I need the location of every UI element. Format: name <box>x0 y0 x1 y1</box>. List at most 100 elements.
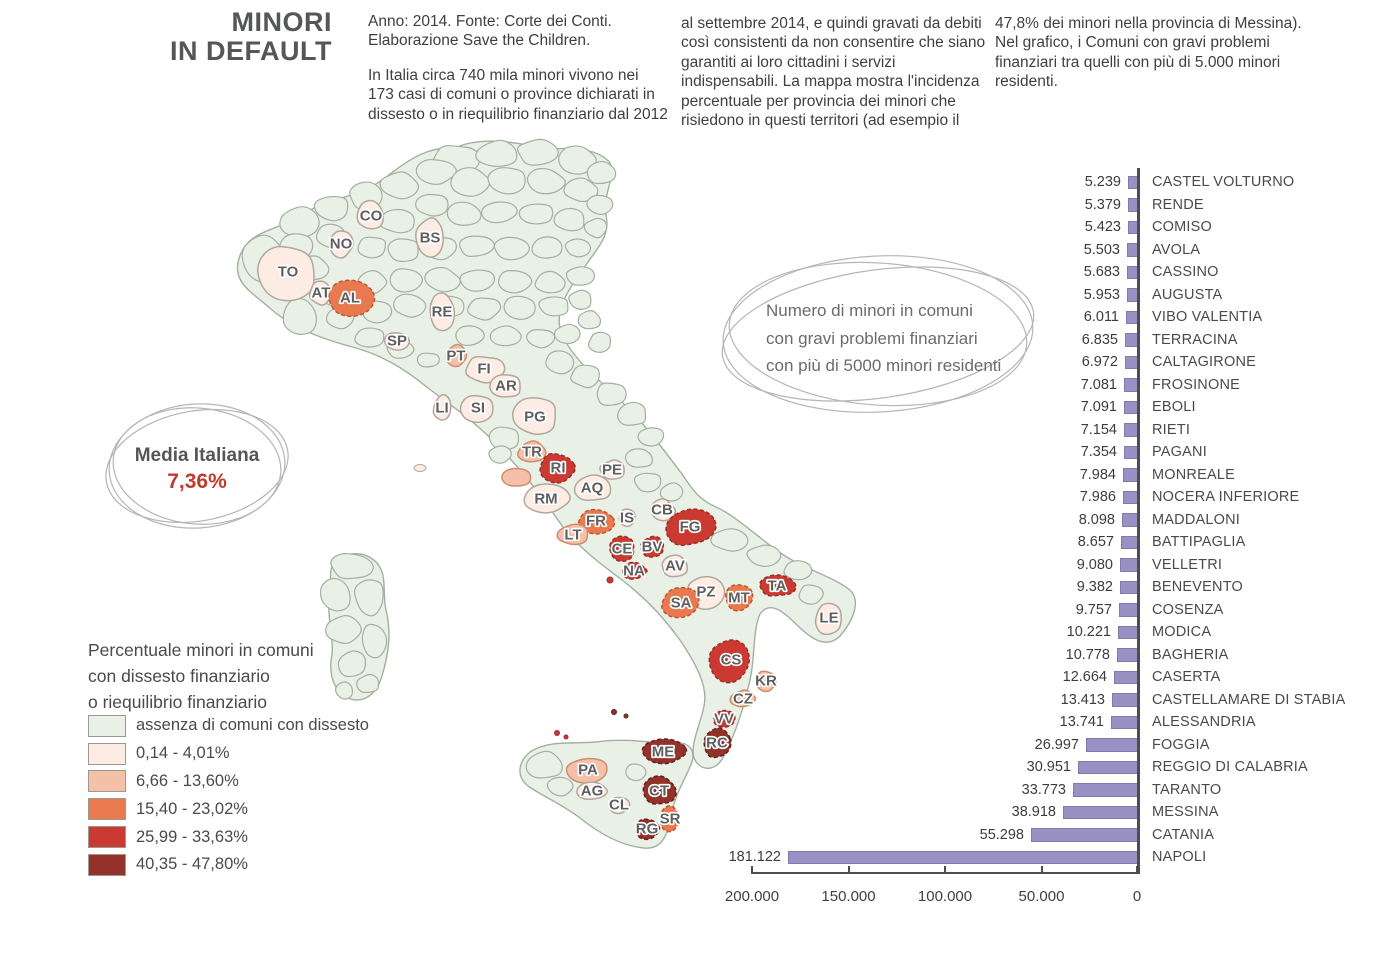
chart-row-left: 10.778 <box>700 647 1138 663</box>
bar-city-label: PAGANI <box>1152 444 1207 461</box>
legend-item-label: 6,66 - 13,60% <box>136 771 239 790</box>
province-shape <box>617 401 647 426</box>
chart-row: 6.011 VIBO VALENTIA <box>700 306 1346 329</box>
legend-swatch <box>88 770 126 793</box>
province-shape <box>488 445 512 464</box>
legend: assenza di comuni con dissesto 0,14 - 4,0… <box>88 712 369 879</box>
chart-row: 9.080 VELLETRI <box>700 554 1346 577</box>
chart-row: 7.154 RIETI <box>700 419 1346 442</box>
islet <box>554 730 560 736</box>
province-label: PZ <box>696 584 715 601</box>
bar-city-label: ALESSANDRIA <box>1152 714 1256 731</box>
province-shape <box>539 452 577 484</box>
bar-city-label: FROSINONE <box>1152 376 1240 393</box>
province-label: RM <box>534 491 557 508</box>
bar-city-label: RENDE <box>1152 196 1204 213</box>
chart-baseline-axis <box>1137 168 1140 874</box>
province-shape <box>634 818 661 841</box>
chart-row-left: 7.986 <box>700 489 1138 505</box>
province-shape <box>661 554 689 578</box>
bar-city-label: CASTEL VOLTURNO <box>1152 174 1295 191</box>
chart-row-left: 55.298 <box>700 827 1138 843</box>
province-shape <box>361 623 388 659</box>
province-label: FR <box>586 513 606 530</box>
legend-item: 0,14 - 4,01% <box>88 740 369 768</box>
intro-col1-line: In Italia circa 740 mila minori vivono n… <box>368 67 639 84</box>
bar-value-label: 7.154 <box>1080 421 1117 438</box>
province-shape <box>564 238 592 258</box>
province-shape <box>553 207 585 232</box>
province-label: KR <box>755 673 777 690</box>
province-shape <box>545 350 575 375</box>
province-label: LT <box>564 527 581 544</box>
province-shape <box>618 508 636 528</box>
chart-row-left: 9.382 <box>700 579 1138 595</box>
bar-city-label: TARANTO <box>1152 781 1222 798</box>
province-label: BS <box>420 230 441 247</box>
bar-city-label: CALTAGIRONE <box>1152 354 1256 371</box>
province-shape <box>489 374 521 398</box>
province-label: RE <box>432 304 453 321</box>
province-shape <box>319 577 351 612</box>
province-shape <box>432 393 452 421</box>
callout-ellipse <box>112 407 282 525</box>
chart-row-left: 5.379 <box>700 197 1138 213</box>
chart-row-left: 8.098 <box>700 512 1138 528</box>
province-shape <box>553 323 581 345</box>
bar-city-label: FOGGIA <box>1152 736 1210 753</box>
source-note: Anno: 2014. Fonte: Corte dei Conti. Elabo… <box>368 12 612 51</box>
bar-city-label: BATTIPAGLIA <box>1152 534 1246 551</box>
province-shape <box>659 805 680 833</box>
bar-city-label: AVOLA <box>1152 241 1201 258</box>
province-shape <box>641 738 688 765</box>
province-label: NO <box>330 236 353 253</box>
intro-col3-line: Nel grafico, i Comuni con gravi problemi <box>995 34 1270 52</box>
province-shape <box>526 328 556 349</box>
bar-city-label: COMISO <box>1152 219 1213 236</box>
legend-swatch <box>88 714 126 737</box>
x-axis-tick <box>1040 866 1043 874</box>
province-shape <box>587 331 612 353</box>
province-shape <box>325 615 362 645</box>
legend-title: Percentuale minori in comuni con dissesto… <box>88 637 314 715</box>
chart-row-left: 6.011 <box>700 309 1138 325</box>
bar-city-label: VIBO VALENTIA <box>1152 309 1263 326</box>
chart-row: 7.354 PAGANI <box>700 441 1346 464</box>
islet <box>413 464 427 472</box>
province-shape <box>450 167 491 197</box>
chart-row: 33.773 TARANTO <box>700 779 1346 802</box>
legend-item-label: 40,35 - 47,80% <box>136 855 248 874</box>
province-shape <box>416 352 440 368</box>
province-shape <box>633 472 662 493</box>
bar-city-label: RIETI <box>1152 421 1191 438</box>
chart-row: 5.379 RENDE <box>700 194 1346 217</box>
bar <box>1120 558 1138 572</box>
page-title: MINORI IN DEFAULT <box>170 8 332 66</box>
chart-row-left: 7.081 <box>700 377 1138 393</box>
province-label: AT <box>312 285 331 302</box>
chart-row: 5.503 AVOLA <box>700 239 1346 262</box>
province-shape <box>415 158 457 185</box>
bar-city-label: CASSINO <box>1152 264 1219 281</box>
province-label: PG <box>524 409 546 426</box>
province-shape <box>568 289 592 310</box>
province-shape <box>516 138 559 166</box>
chart-row-left: 7.984 <box>700 467 1138 483</box>
province-label: NA <box>623 563 645 580</box>
intro-col1-line: dissesto o in riequilibrio finanziario d… <box>368 105 668 123</box>
province-shape <box>565 757 608 784</box>
province-label: PT <box>446 348 465 365</box>
chart-row-left: 13.413 <box>700 692 1138 708</box>
province-shape <box>481 201 518 224</box>
chart-row-left: 6.972 <box>700 354 1138 370</box>
bar <box>1078 760 1138 774</box>
bar-value-label: 13.413 <box>1060 691 1105 708</box>
province-label: RI <box>551 460 566 477</box>
bar-city-label: AUGUSTA <box>1152 286 1223 303</box>
legend-title-line: con dissesto finanziario <box>88 666 270 686</box>
chart-row-left: 26.997 <box>700 737 1138 753</box>
bar-city-label: CASERTA <box>1152 669 1221 686</box>
bar-value-label: 5.423 <box>1084 219 1121 236</box>
chart-row-left: 7.091 <box>700 399 1138 415</box>
province-shape <box>586 194 614 215</box>
